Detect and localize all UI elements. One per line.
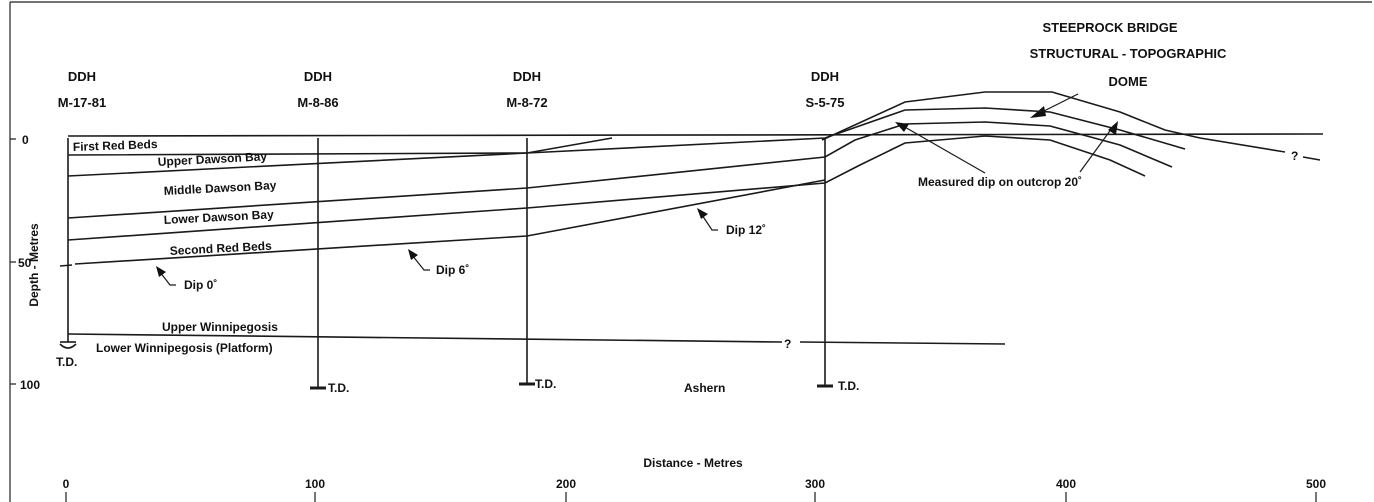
dip-0-arrow bbox=[156, 266, 176, 286]
title-line-2: STRUCTURAL - TOPOGRAPHIC bbox=[1030, 46, 1227, 61]
y-tick-0: 0 bbox=[22, 133, 29, 147]
title-line-1: STEEPROCK BRIDGE bbox=[1042, 20, 1177, 35]
title-line-3: DOME bbox=[1109, 74, 1148, 89]
uncertain-mid: ? bbox=[784, 337, 791, 351]
well-2-id: M-8-86 bbox=[297, 95, 338, 110]
measured-dip-label: Measured dip on outcrop 20˚ bbox=[918, 175, 1082, 189]
measured-dip-arrow-left bbox=[895, 122, 986, 174]
well-1-td-symbol bbox=[59, 341, 77, 349]
well-3-label: DDH bbox=[513, 69, 541, 84]
well-4-id: S-5-75 bbox=[805, 95, 844, 110]
y-tick-100: 100 bbox=[20, 378, 40, 392]
x-tick-300: 300 bbox=[805, 477, 825, 491]
top-winnipegosis-dashed bbox=[59, 264, 73, 267]
x-tick-500: 500 bbox=[1306, 477, 1326, 491]
well-3-td: T.D. bbox=[535, 377, 556, 391]
measured-dip-arrow-right bbox=[1079, 121, 1118, 173]
unit-lower-winnipegosis: Lower Winnipegosis (Platform) bbox=[96, 341, 273, 355]
dome-top-line bbox=[821, 91, 1286, 153]
top-middle-dawson-bay bbox=[67, 107, 1186, 177]
surface-line bbox=[67, 133, 1324, 137]
unit-second-red-beds: Second Red Beds bbox=[169, 239, 272, 258]
dip-12-arrow bbox=[697, 208, 718, 231]
top-winnipegosis bbox=[74, 179, 826, 265]
dip-12-label: Dip 12˚ bbox=[726, 223, 766, 237]
well-2-label: DDH bbox=[304, 69, 332, 84]
well-3-id: M-8-72 bbox=[506, 95, 547, 110]
dome-top-tail bbox=[1302, 156, 1321, 161]
top-second-red-beds bbox=[67, 135, 1146, 241]
well-4-label: DDH bbox=[811, 69, 839, 84]
well-2-td: T.D. bbox=[328, 381, 349, 395]
x-axis-label: Distance - Metres bbox=[643, 456, 743, 470]
y-tick-50: 50 bbox=[18, 256, 32, 270]
well-1-id: M-17-81 bbox=[58, 95, 106, 110]
unit-ashern: Ashern bbox=[684, 381, 725, 395]
x-tick-400: 400 bbox=[1056, 477, 1076, 491]
x-ticks bbox=[65, 492, 1317, 502]
unit-upper-winnipegosis: Upper Winnipegosis bbox=[162, 320, 278, 334]
x-tick-100: 100 bbox=[305, 477, 325, 491]
dip-6-label: Dip 6˚ bbox=[436, 263, 469, 277]
dip-0-label: Dip 0˚ bbox=[184, 278, 217, 292]
unit-upper-dawson-bay: Upper Dawson Bay bbox=[157, 149, 267, 169]
unit-middle-dawson-bay: Middle Dawson Bay bbox=[163, 178, 277, 198]
top-lower-winnipegosis bbox=[67, 333, 783, 343]
uncertain-right: ? bbox=[1291, 149, 1298, 163]
unit-first-red-beds: First Red Beds bbox=[73, 137, 158, 154]
well-4-td: T.D. bbox=[838, 379, 859, 393]
unit-lower-dawson-bay: Lower Dawson Bay bbox=[163, 207, 274, 227]
x-tick-0: 0 bbox=[63, 477, 70, 491]
y-axis-label: Depth - Metres bbox=[27, 223, 41, 307]
x-tick-200: 200 bbox=[556, 477, 576, 491]
well-1-td: T.D. bbox=[56, 355, 77, 369]
dip-6-arrow bbox=[408, 249, 430, 271]
well-1-label: DDH bbox=[68, 69, 96, 84]
top-lower-winnipegosis-b bbox=[799, 341, 1006, 345]
